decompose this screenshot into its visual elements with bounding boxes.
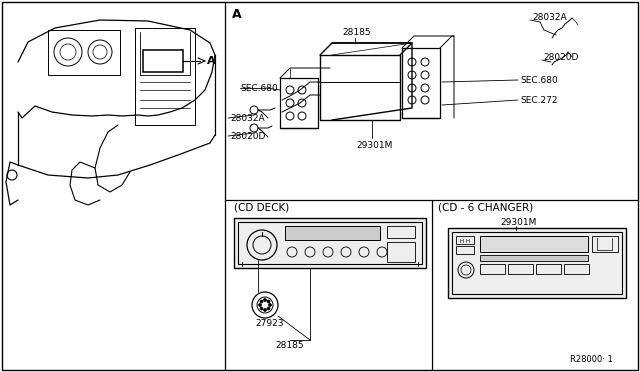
Text: H: H [460,238,464,244]
Circle shape [260,300,263,303]
Bar [508,264,533,274]
Circle shape [259,304,262,307]
Bar [456,236,474,244]
Circle shape [267,307,270,310]
Text: R28000· 1: R28000· 1 [570,356,612,365]
Bar [480,264,505,274]
Bar [536,264,561,274]
Text: (CD DECK): (CD DECK) [234,202,289,212]
Text: 28020D: 28020D [543,52,579,61]
Text: 28185: 28185 [276,340,304,350]
Bar [448,228,626,298]
Text: H: H [466,238,470,244]
Bar [480,255,588,261]
Text: A: A [232,7,242,20]
Bar [480,236,588,252]
Text: 28020D: 28020D [230,131,266,141]
Text: 29301M: 29301M [500,218,536,227]
Circle shape [264,298,266,301]
Circle shape [269,304,271,307]
Bar [234,218,426,268]
Circle shape [267,300,270,303]
Text: (CD - 6 CHANGER): (CD - 6 CHANGER) [438,202,533,212]
Text: SEC.272: SEC.272 [520,96,557,105]
Text: A: A [207,56,216,66]
Circle shape [260,307,263,310]
Text: 27923: 27923 [255,318,284,327]
Text: 28185: 28185 [342,28,371,36]
Bar [387,226,415,238]
Text: SEC.680: SEC.680 [240,83,278,93]
Bar [285,226,380,240]
Bar [592,236,618,252]
Bar [564,264,589,274]
Bar [238,222,422,264]
Text: 28032A: 28032A [532,13,566,22]
Bar [456,246,474,254]
Text: SEC.680: SEC.680 [520,76,557,84]
Text: 29301M: 29301M [356,141,392,150]
Text: 28032A: 28032A [230,113,264,122]
Bar [452,232,622,294]
Bar [143,50,183,72]
Bar [387,242,415,262]
Circle shape [264,308,266,311]
